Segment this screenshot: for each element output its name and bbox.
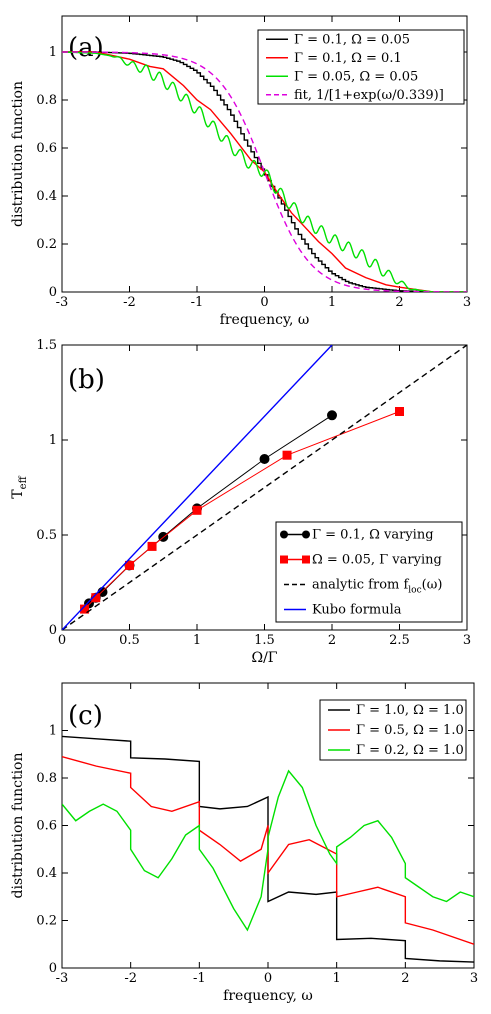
x-tick-label: -2 <box>124 971 137 986</box>
legend-label: Γ = 0.2, Ω = 1.0 <box>356 743 464 758</box>
legend: Γ = 0.1, Ω = 0.05 Γ = 0.1, Ω = 0.1 Γ = 0.0… <box>257 29 465 105</box>
data-point <box>91 593 101 603</box>
x-tick-label: 0 <box>264 971 272 986</box>
legend: Γ = 1.0, Ω = 1.0 Γ = 0.5, Ω = 1.0 Γ = 0.2,… <box>319 699 467 761</box>
x-tick-label: 2 <box>328 633 336 648</box>
x-axis-label: frequency, ω <box>220 312 310 328</box>
y-axis-label: distribution function <box>10 81 26 227</box>
legend-label: fit, 1/[1+exp(ω/0.339)] <box>294 88 444 103</box>
x-axis-label: frequency, ω <box>223 988 313 1004</box>
legend-label: Kubo formula <box>312 603 402 618</box>
x-tick-label: 0 <box>58 633 66 648</box>
x-tick-label: 0.5 <box>119 633 140 648</box>
data-point <box>125 560 134 570</box>
legend-marker <box>280 530 288 539</box>
y-axis-label-subscript: eff <box>18 475 29 489</box>
data-point <box>327 410 337 421</box>
series-group <box>62 345 467 630</box>
data-point <box>282 450 292 460</box>
y-tick-label: 0 <box>49 623 57 638</box>
y-axis-label: distribution function <box>10 752 26 898</box>
x-tick-label: 2.5 <box>389 633 410 648</box>
legend-box <box>257 29 465 105</box>
x-tick-label: 1.5 <box>254 633 275 648</box>
x-tick-label: 2 <box>395 295 403 310</box>
data-point <box>395 407 404 416</box>
series-line-2 <box>62 769 474 932</box>
panel-label: (a) <box>68 33 104 63</box>
x-tick-label: -3 <box>56 295 69 310</box>
x-tick-label: 3 <box>470 971 478 986</box>
y-tick-label: 0.5 <box>36 528 57 543</box>
x-tick-label: 0 <box>260 295 268 310</box>
panel-a: -3 -2 -1 0 1 2 3 0 0.2 0.4 0.6 0.8 1 frequency, ω dist… <box>10 15 471 328</box>
legend-label: Γ = 0.05, Ω = 0.05 <box>294 69 418 84</box>
series-line-2 <box>62 51 467 292</box>
data-point <box>259 454 270 464</box>
legend-label: Γ = 0.1, Ω = 0.1 <box>294 51 402 66</box>
y-axis-label-main: distribution function <box>10 752 26 898</box>
y-tick-label: 0.6 <box>36 819 57 834</box>
y-tick-label: 0.8 <box>36 93 57 108</box>
legend-label: Γ = 1.0, Ω = 1.0 <box>356 703 464 718</box>
panel-label: (c) <box>68 701 103 731</box>
data-point <box>80 604 90 614</box>
y-tick-label: 0.6 <box>36 141 57 156</box>
series-group <box>62 51 467 292</box>
legend-marker <box>302 555 310 564</box>
x-tick-label: 3 <box>463 633 471 648</box>
legend-label: Γ = 0.5, Ω = 1.0 <box>356 723 464 738</box>
series-line-2 <box>62 345 467 630</box>
x-tick-label: -1 <box>191 295 204 310</box>
y-tick-label: 0.4 <box>36 189 57 204</box>
y-tick-label: 1.5 <box>36 338 57 353</box>
x-tick-label: 1 <box>193 633 201 648</box>
y-tick-label: 0.2 <box>36 237 57 252</box>
x-tick-label: 1 <box>328 295 336 310</box>
legend: Γ = 0.1, Ω varying Ω = 0.05, Γ varying ana… <box>275 521 463 623</box>
panel-label: (b) <box>68 365 105 395</box>
series-line-3 <box>62 345 333 630</box>
data-point <box>192 505 202 515</box>
y-tick-label: 1 <box>49 433 57 448</box>
legend-label: analytic from floc(ω) <box>312 578 442 596</box>
x-tick-label: -1 <box>193 971 206 986</box>
legend-label: Ω = 0.05, Γ varying <box>312 553 442 568</box>
panel-c: -3 -2 -1 0 1 2 3 0 0.2 0.4 0.6 0.8 1 frequency, ω dist… <box>10 682 478 1004</box>
legend-label: Γ = 0.1, Ω varying <box>312 528 434 543</box>
legend-box <box>275 521 463 623</box>
y-axis-label-main: T <box>10 489 26 499</box>
y-tick-label: 1 <box>49 724 57 739</box>
y-tick-label: 0.8 <box>36 771 57 786</box>
y-tick-label: 0 <box>49 961 57 976</box>
y-tick-label: 0 <box>49 285 57 300</box>
data-point <box>147 541 157 551</box>
y-axis-label: Teff <box>10 475 29 498</box>
x-axis-label: Ω/Γ <box>251 650 277 666</box>
legend-marker <box>280 555 288 564</box>
y-tick-label: 0.4 <box>36 866 57 881</box>
legend-marker <box>302 530 310 539</box>
x-tick-label: -3 <box>56 971 69 986</box>
legend-label: Γ = 0.1, Ω = 0.05 <box>294 32 410 47</box>
x-tick-label: 1 <box>333 971 341 986</box>
y-tick-label: 1 <box>49 45 57 60</box>
y-axis-label-main: distribution function <box>10 81 26 227</box>
x-tick-label: 2 <box>401 971 409 986</box>
panel-b: 0 0.5 1 1.5 2 2.5 3 0 0.5 1 1.5 Ω/Γ Teff (b) Γ = 0.1, … <box>10 338 471 666</box>
series-group <box>62 735 474 963</box>
y-tick-label: 0.2 <box>36 914 57 929</box>
x-tick-label: -2 <box>123 295 136 310</box>
x-tick-label: 3 <box>463 295 471 310</box>
